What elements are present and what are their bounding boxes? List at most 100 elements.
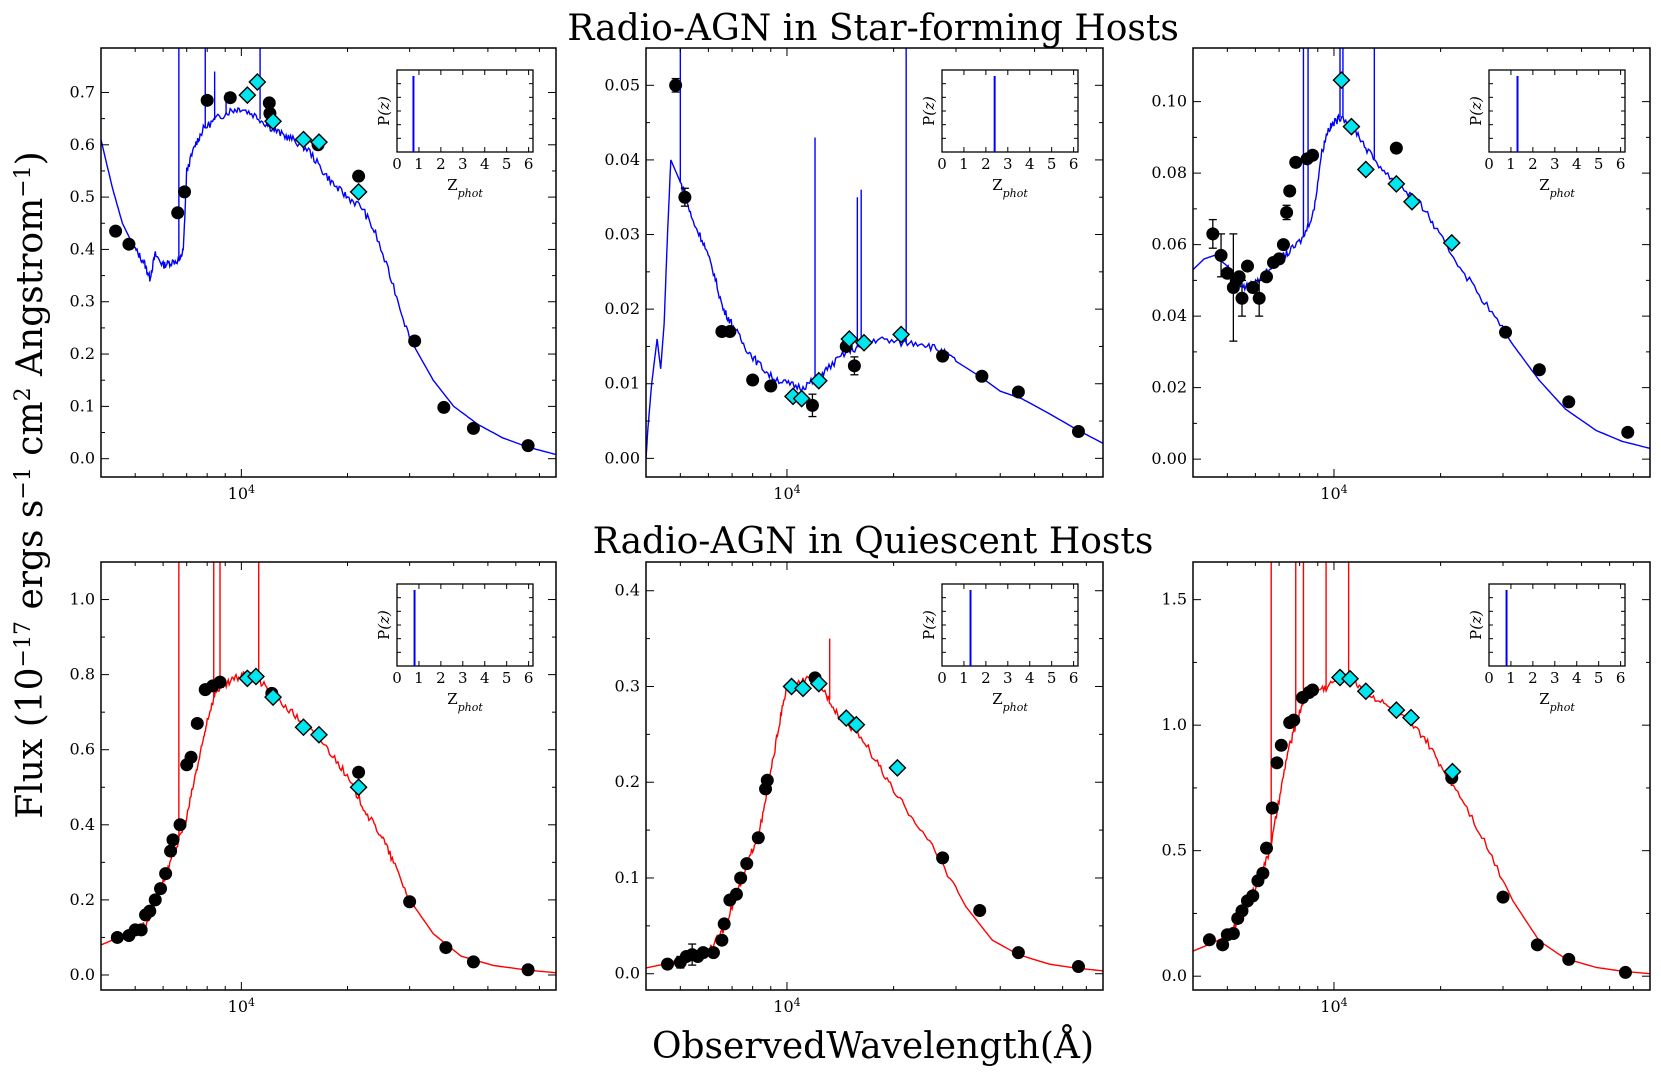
inset-x-tick-label: 4 bbox=[480, 155, 490, 173]
y-tick-label: 0.1 bbox=[615, 868, 640, 887]
x-tick-label: 104 bbox=[228, 996, 255, 1017]
photometry-point bbox=[669, 78, 683, 92]
photometry-point bbox=[466, 955, 480, 969]
photometry-point bbox=[1260, 270, 1274, 284]
photometry-point bbox=[1265, 801, 1279, 815]
photometry-point bbox=[975, 369, 989, 383]
model-spectrum-line bbox=[1193, 113, 1650, 450]
y-tick-label: 0.04 bbox=[1151, 306, 1187, 325]
sed-panel-0-1: 0.00 0.01 0.02 0.03 0.04 0.05 104 0 1 2 3 4 5 6 P(z) Zp… bbox=[604, 47, 1104, 503]
plot-area bbox=[101, 562, 556, 977]
photometry-point bbox=[1071, 960, 1085, 974]
diamond-point bbox=[794, 679, 813, 698]
axes-frame bbox=[645, 47, 1104, 478]
inset-x-label: Zphot bbox=[447, 176, 483, 200]
photometry-point bbox=[1496, 890, 1510, 904]
diamond-point bbox=[1356, 160, 1375, 179]
diamond-point bbox=[246, 667, 265, 686]
inset-x-tick-label: 3 bbox=[458, 669, 468, 687]
diamond-point bbox=[1402, 192, 1421, 211]
inset-x-label: Zphot bbox=[1539, 690, 1575, 714]
photometry-point bbox=[1246, 889, 1260, 903]
y-tick-label: 0.7 bbox=[70, 82, 95, 101]
inset-x-tick-label: 1 bbox=[959, 669, 969, 687]
pz-inset: 0 1 2 3 4 5 6 P(z) Zphot bbox=[920, 583, 1079, 714]
inset-x-tick-label: 0 bbox=[937, 669, 947, 687]
model-spectrum-line bbox=[101, 107, 556, 456]
inset-x-tick-label: 2 bbox=[436, 155, 446, 173]
x-axis-label: ObservedWavelength(Å) bbox=[652, 1025, 1094, 1067]
y-tick-label: 0.5 bbox=[70, 187, 95, 206]
inset-x-tick-label: 1 bbox=[959, 155, 969, 173]
photometry-point bbox=[166, 833, 180, 847]
inset-x-label: Zphot bbox=[992, 690, 1028, 714]
photometry-point bbox=[134, 923, 148, 937]
diamond-point bbox=[1341, 669, 1360, 688]
inset-x-tick-label: 5 bbox=[1594, 669, 1604, 687]
x-tick-label: 104 bbox=[773, 996, 800, 1017]
photometry-point bbox=[1306, 683, 1320, 697]
diamond-point bbox=[238, 86, 257, 105]
diamond-point bbox=[1387, 701, 1406, 720]
y-tick-label: 0.4 bbox=[615, 581, 640, 600]
inset-x-tick-label: 3 bbox=[1003, 155, 1013, 173]
photometry-point bbox=[178, 185, 192, 199]
diamond-point bbox=[847, 715, 866, 734]
inset-x-label: Zphot bbox=[992, 176, 1028, 200]
plot-area bbox=[646, 48, 1103, 459]
photometry-point bbox=[1235, 291, 1249, 305]
inset-frame bbox=[941, 69, 1079, 153]
photometry-point bbox=[751, 831, 765, 845]
inset-x-tick-label: 6 bbox=[1069, 669, 1079, 687]
diamond-point bbox=[809, 371, 828, 390]
photometry-point bbox=[973, 904, 987, 918]
photometry-point bbox=[1071, 424, 1085, 438]
diamond-point bbox=[349, 778, 368, 797]
inset-x-tick-label: 6 bbox=[524, 155, 534, 173]
photometry-point bbox=[213, 675, 227, 689]
inset-y-label: P(z) bbox=[1467, 96, 1485, 126]
diamond-point bbox=[888, 758, 907, 777]
inset-y-label: P(z) bbox=[920, 610, 938, 640]
x-tick-label: 104 bbox=[1320, 996, 1347, 1017]
y-tick-label: 0.0 bbox=[70, 965, 95, 984]
plot-area bbox=[101, 48, 556, 456]
y-tick-label: 0.2 bbox=[70, 890, 95, 909]
y-tick-label: 0.1 bbox=[70, 396, 95, 415]
y-tick-label: 0.2 bbox=[615, 772, 640, 791]
photometry-point bbox=[661, 957, 675, 971]
x-tick-label: 104 bbox=[1320, 483, 1347, 504]
photometry-point bbox=[122, 237, 136, 251]
diamond-point bbox=[1443, 762, 1462, 781]
photometry-point bbox=[764, 379, 778, 393]
pz-inset: 0 1 2 3 4 5 6 P(z) Zphot bbox=[375, 583, 534, 714]
photometry-point bbox=[1232, 270, 1246, 284]
photometry-point bbox=[223, 91, 237, 105]
photometry-point bbox=[1306, 148, 1320, 162]
photometry-point bbox=[1283, 184, 1297, 198]
y-tick-label: 1.5 bbox=[1162, 590, 1187, 609]
inset-x-tick-label: 2 bbox=[981, 155, 991, 173]
inset-x-tick-label: 5 bbox=[502, 669, 512, 687]
photometry-point bbox=[1287, 713, 1301, 727]
photometry-point bbox=[717, 917, 731, 931]
inset-x-tick-label: 1 bbox=[1506, 669, 1516, 687]
inset-x-tick-label: 4 bbox=[1025, 155, 1035, 173]
model-spectrum-line bbox=[646, 159, 1103, 459]
diamond-point bbox=[1332, 71, 1351, 90]
photometry-point bbox=[1011, 946, 1025, 960]
inset-x-tick-label: 6 bbox=[1616, 155, 1626, 173]
photometry-point bbox=[1274, 738, 1288, 752]
sed-panel-0-2: 0.00 0.02 0.04 0.06 0.08 0.10 104 0 1 2 3 4 5 6 P(z) Zp… bbox=[1151, 47, 1651, 504]
model-spectrum-line bbox=[1193, 670, 1650, 975]
photometry-point bbox=[403, 895, 417, 909]
photometry-point bbox=[1216, 938, 1230, 952]
photometry-point bbox=[706, 946, 720, 960]
inset-x-tick-label: 0 bbox=[1484, 669, 1494, 687]
photometry-point bbox=[1530, 938, 1544, 952]
inset-x-tick-label: 5 bbox=[1047, 155, 1057, 173]
photometry-point bbox=[729, 887, 743, 901]
inset-x-tick-label: 4 bbox=[1025, 669, 1035, 687]
sed-panel-0-0: 0.0 0.1 0.2 0.3 0.4 0.5 0.6 0.7 104 0 1 2 3 4 5 6 P(z) Zp… bbox=[70, 47, 557, 503]
inset-frame bbox=[396, 583, 534, 667]
